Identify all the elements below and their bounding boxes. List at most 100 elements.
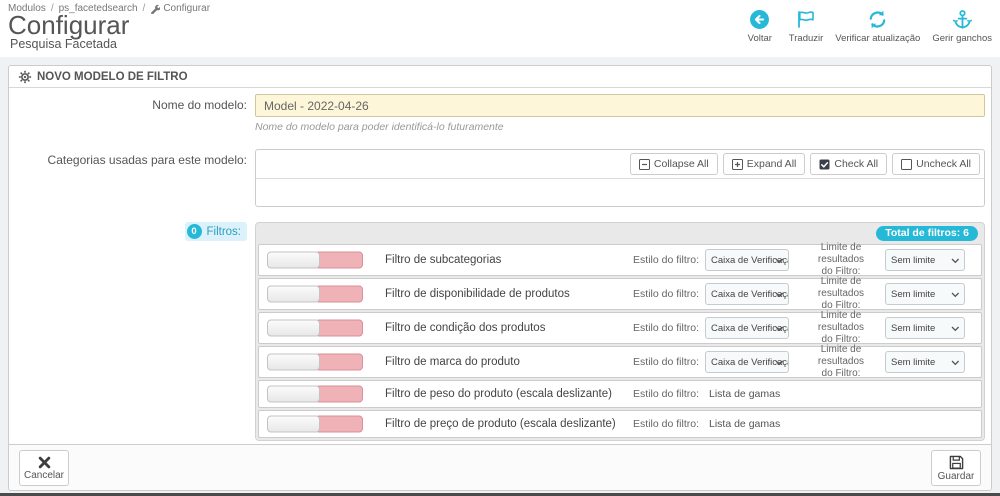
panel-footer: Cancelar Guardar [9,444,991,490]
filter-limit-label: Limite de resultados do Filtro: [817,310,865,345]
filter-limit-label: Limite de resultados do Filtro: [817,242,865,277]
filter-limit-select[interactable]: Sem limite [885,283,965,305]
manage-hooks-button-label: Gerir ganchos [932,33,992,44]
filter-style-select[interactable]: Caixa de Verificaçã [705,249,789,271]
filters-label: Filtros: [206,225,242,238]
breadcrumb-separator: / [50,3,54,14]
filter-name: Filtro de preço de produto (escala desli… [385,418,616,430]
filter-rows: Filtro de subcategorias Estilo do filtro:… [258,242,982,438]
model-name-input[interactable] [255,94,985,117]
translate-button[interactable]: Traduzir [788,8,824,44]
filters-pill: 0 Filtros: [184,222,247,241]
wrench-icon [150,4,161,14]
filter-row: Filtro de marca do produto Estilo do filt… [258,344,982,379]
page-subtitle: Pesquisa Facetada [10,37,118,51]
filter-style-label: Estilo do filtro: [633,388,699,400]
collapse-all-button[interactable]: Collapse All [629,153,718,175]
toggle-track [318,353,363,371]
check-update-button[interactable]: Verificar atualização [835,8,920,44]
filter-name: Filtro de condição dos produtos [385,322,546,334]
manage-hooks-button[interactable]: Gerir ganchos [932,8,992,44]
filter-style-label: Estilo do filtro: [633,418,699,430]
filters-count-badge: 0 [186,224,202,239]
toggle-handle[interactable] [267,319,320,337]
category-tree-empty-area[interactable] [256,179,984,206]
filter-enable-toggle[interactable] [267,319,363,337]
toggle-track [318,415,363,433]
collapse-all-label: Collapse All [653,158,709,170]
header-toolbar: Voltar Traduzir Verificar atualização Ge… [743,8,992,44]
close-icon [38,456,51,469]
collapse-icon [638,158,650,170]
breadcrumb-current: Configurar [150,3,210,14]
filter-style-select[interactable]: Caixa de Verificaçã [705,317,789,339]
checked-box-icon [819,159,830,170]
breadcrumb-current-label: Configurar [163,3,211,14]
page-header: Modulos / ps_facetedsearch / Configurar … [0,0,1000,57]
model-name-row: Nome do modelo: Nome do modelo para pode… [9,94,991,133]
filters-container: Total de filtros: 6 Filtro de subcategor… [255,222,985,441]
expand-all-label: Expand All [746,158,797,170]
filter-limit-select[interactable]: Sem limite [885,351,965,373]
save-disk-icon [949,455,964,470]
breadcrumb-separator: / [142,3,146,14]
toggle-handle[interactable] [267,353,320,371]
categories-label: Categorias usadas para este modelo: [47,153,247,167]
breadcrumb-module-link[interactable]: ps_facetedsearch [58,3,138,14]
uncheck-all-button[interactable]: Uncheck All [892,153,980,175]
page-title: Configurar [8,10,130,40]
translate-button-label: Traduzir [788,33,824,44]
check-all-button[interactable]: Check All [810,153,888,175]
back-button[interactable]: Voltar [743,8,777,44]
filter-row: Filtro de disponibilidade de produtos Est… [258,276,982,311]
panel-header-label: NOVO MODELO DE FILTRO [37,70,188,83]
filter-name: Filtro de peso do produto (escala desliz… [385,388,612,400]
expand-icon [731,158,743,170]
anchor-icon [952,8,973,30]
filter-enable-toggle[interactable] [267,353,363,371]
filter-enable-toggle[interactable] [267,385,363,403]
breadcrumb-modules-link[interactable]: Modulos [8,3,46,14]
filter-enable-toggle[interactable] [267,251,363,269]
filter-enable-toggle[interactable] [267,415,363,433]
expand-all-button[interactable]: Expand All [722,153,806,175]
cancel-button[interactable]: Cancelar [19,450,69,486]
filter-name: Filtro de subcategorias [385,254,502,266]
unchecked-box-icon [901,158,913,170]
filter-row: Filtro de condição dos produtos Estilo do… [258,310,982,345]
toggle-track [318,385,363,403]
refresh-icon [867,8,888,30]
filter-limit-label: Limite de resultados do Filtro: [817,344,865,379]
category-tree-toolbar: Collapse All Expand All Check All U [256,150,984,179]
filters-row: 0 Filtros: Total de filtros: 6 Filtro de… [9,222,991,441]
save-button-label: Guardar [937,470,975,482]
filter-style-label: Estilo do filtro: [633,322,699,334]
filters-box-header: Total de filtros: 6 [258,223,982,244]
toggle-handle[interactable] [267,415,320,433]
back-circle-icon [749,8,770,30]
filter-limit-select[interactable]: Sem limite [885,249,965,271]
filter-limit-label: Limite de resultados do Filtro: [817,276,865,311]
total-filters-badge: Total de filtros: 6 [876,226,978,241]
filter-style-label: Estilo do filtro: [633,288,699,300]
toggle-handle[interactable] [267,251,320,269]
cancel-button-label: Cancelar [23,469,65,481]
categories-row: Categorias usadas para este modelo: Coll… [9,149,991,207]
filter-name: Filtro de disponibilidade de produtos [385,288,570,300]
toggle-track [318,285,363,303]
toggle-handle[interactable] [267,385,320,403]
window-bottom-edge [0,493,1000,496]
back-button-label: Voltar [747,33,772,44]
filters-label-cell: 0 Filtros: [9,222,255,241]
filter-enable-toggle[interactable] [267,285,363,303]
toggle-track [318,251,363,269]
check-update-button-label: Verificar atualização [835,33,921,44]
filter-limit-select[interactable]: Sem limite [885,317,965,339]
save-button[interactable]: Guardar [931,450,981,486]
filter-style-select[interactable]: Caixa de Verificaçã [705,283,789,305]
toggle-handle[interactable] [267,285,320,303]
uncheck-all-label: Uncheck All [916,158,971,170]
filter-style-select[interactable]: Caixa de Verificaçã [705,351,789,373]
toggle-track [318,319,363,337]
